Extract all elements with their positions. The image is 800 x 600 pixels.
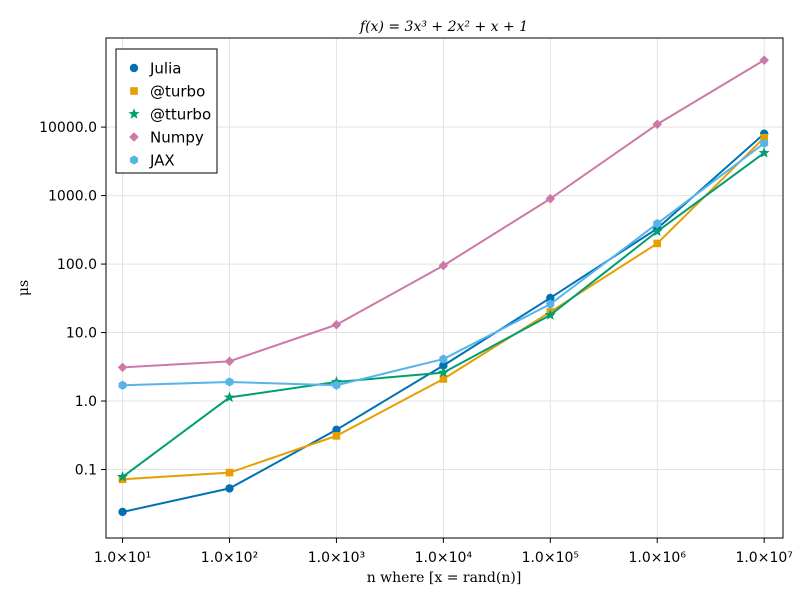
y-tick-label-2: 10.0 [66, 326, 97, 342]
data-point-2-6 [758, 147, 770, 158]
data-point-0-4 [546, 293, 555, 303]
data-point-2-3 [437, 366, 449, 378]
legend-marker-2 [128, 108, 140, 119]
legend-entry-3: Numpy [129, 129, 204, 147]
data-point-4-4 [546, 299, 555, 309]
chart-title: f(x) = 3x³ + 2x² + x + 1 [359, 19, 528, 35]
data-point-3-6 [759, 55, 769, 65]
data-point-0-1 [225, 484, 234, 493]
legend-label-2: @tturbo [150, 106, 211, 124]
legend: Julia @turbo @tturbo Numpy JAX [115, 48, 218, 174]
x-axis-ticks: 1.0×10¹ 1.0×10² 1.0×10³ 1.0×10⁴ 1.0×10⁵ 1.0×1… [94, 538, 793, 566]
data-point-3-3 [438, 260, 449, 271]
data-point-4-1 [225, 377, 234, 387]
data-point-3-1 [224, 356, 235, 367]
y-axis-ticks: 0.1 1.0 10.0 100.0 1000.0 10000.0 [39, 120, 106, 479]
data-point-4-6 [760, 138, 769, 148]
x-tick-label-4: 1.0×10⁵ [522, 550, 579, 566]
legend-marker-0 [129, 63, 139, 73]
x-axis-label: n where [x = rand(n)] [367, 570, 522, 586]
data-point-3-4 [545, 193, 556, 204]
data-point-0-3 [439, 361, 448, 370]
y-tick-label-3: 100.0 [57, 257, 97, 273]
legend-label-3: Numpy [150, 129, 204, 147]
data-point-2-4 [544, 309, 556, 320]
data-point-1-1 [225, 468, 234, 477]
data-point-3-5 [652, 119, 663, 130]
y-tick-label-0: 0.1 [75, 463, 97, 479]
data-point-4-3 [439, 354, 448, 364]
x-tick-label-3: 1.0×10⁴ [415, 550, 473, 566]
y-tick-label-4: 1000.0 [48, 189, 97, 205]
x-tick-label-1: 1.0×10² [201, 550, 258, 566]
series-4 [118, 138, 769, 390]
y-tick-label-1: 1.0 [75, 394, 97, 410]
legend-marker-4 [130, 155, 138, 165]
legend-entry-1: @turbo [130, 83, 205, 101]
legend-marker-1 [130, 87, 138, 95]
data-point-3-2 [331, 319, 342, 330]
x-tick-label-6: 1.0×10⁷ [735, 550, 792, 566]
data-point-2-5 [651, 225, 663, 237]
legend-label-1: @turbo [150, 83, 205, 101]
y-axis-label: μs [16, 280, 32, 296]
data-point-0-2 [332, 425, 341, 435]
y-tick-label-5: 10000.0 [39, 120, 97, 136]
x-tick-label-5: 1.0×10⁶ [629, 550, 687, 566]
legend-entry-0: Julia [129, 60, 181, 78]
legend-marker-3 [129, 132, 139, 142]
data-point-2-1 [223, 391, 236, 403]
data-point-1-6 [760, 133, 768, 142]
x-tick-label-0: 1.0×10¹ [94, 550, 151, 566]
series-3 [117, 55, 769, 373]
data-point-0-0 [118, 507, 127, 517]
plot-frame [105, 37, 784, 539]
data-point-4-2 [332, 380, 341, 390]
data-point-3-0 [117, 362, 128, 373]
legend-entry-2: @tturbo [128, 106, 211, 124]
data-point-4-5 [653, 218, 662, 229]
x-tick-label-2: 1.0×10³ [308, 550, 365, 566]
legend-entry-4: JAX [130, 152, 175, 170]
data-point-2-0 [117, 471, 129, 482]
data-point-4-0 [118, 380, 127, 390]
data-point-1-3 [439, 375, 448, 383]
legend-label-0: Julia [149, 60, 181, 78]
series-layer [117, 55, 770, 517]
legend-label-4: JAX [149, 152, 175, 170]
data-point-1-2 [332, 432, 341, 440]
data-point-1-5 [653, 239, 662, 248]
